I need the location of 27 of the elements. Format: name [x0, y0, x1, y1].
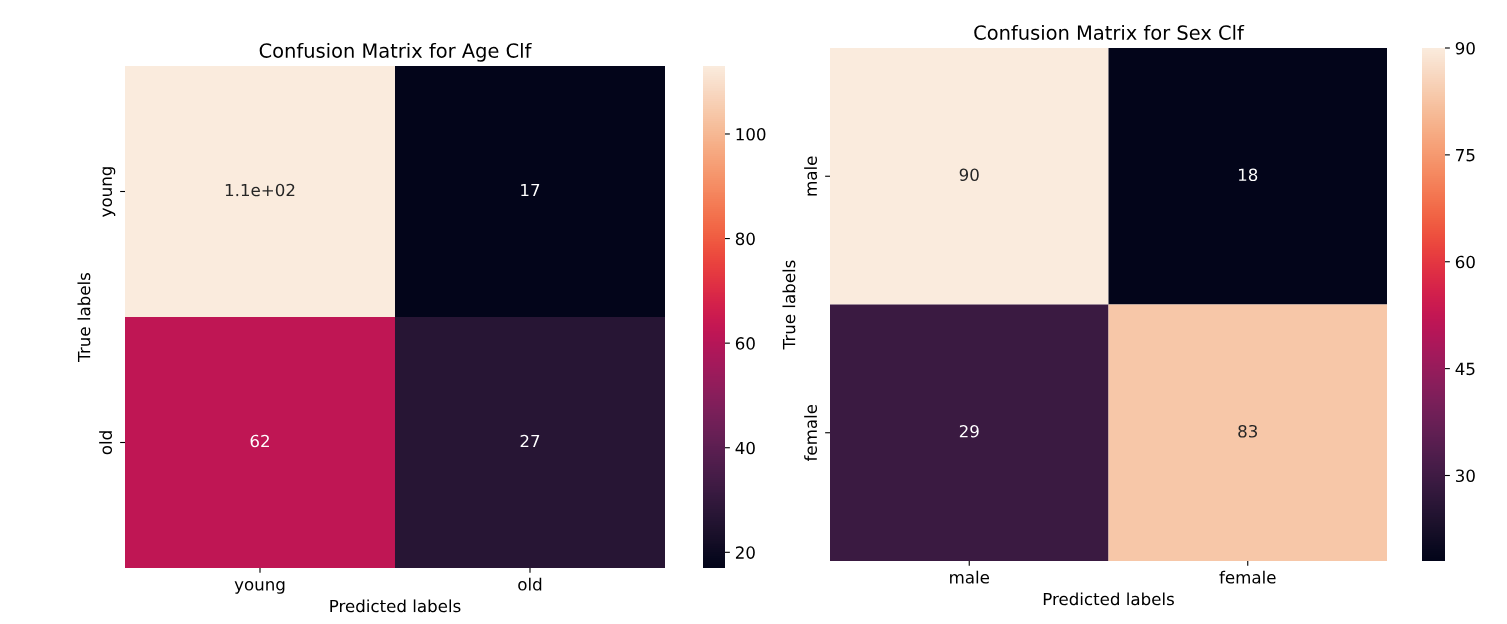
x-tick-label: old [518, 577, 542, 591]
color-bar-label: 40 [735, 441, 755, 455]
data-label: 83 [1238, 424, 1258, 438]
color-bar-label: 80 [735, 232, 755, 246]
y-axis-title: True labels [77, 272, 91, 362]
data-label: 17 [521, 183, 540, 197]
data-label: 90 [959, 168, 979, 182]
chart-title: Confusion Matrix for Age Clf [259, 42, 532, 62]
x-tick-label: female [1219, 570, 1276, 584]
color-bar-label: 30 [1455, 469, 1475, 483]
color-bar-label: 60 [1455, 255, 1475, 269]
data-label: 27 [520, 434, 540, 448]
x-axis-title: Predicted labels [330, 599, 461, 613]
chart-title: Confusion Matrix for Sex Clf [974, 24, 1245, 40]
color-bar-label: 90 [1455, 41, 1475, 55]
x-tick-label: male [950, 570, 990, 584]
y-axis-title: True labels [782, 260, 796, 350]
data-label: 29 [959, 424, 979, 438]
color-bar-label: 45 [1455, 362, 1475, 376]
color-bar-label: 100 [736, 127, 766, 141]
data-label: 62 [250, 434, 269, 448]
data-label: 1.1e+02 [225, 183, 295, 197]
color-bar-label: 75 [1456, 149, 1475, 162]
color-bar-label: 60 [735, 337, 755, 350]
color-bar-label: 20 [735, 546, 755, 559]
x-axis-title: Predicted labels [1043, 592, 1174, 606]
data-label: 18 [1238, 168, 1258, 182]
